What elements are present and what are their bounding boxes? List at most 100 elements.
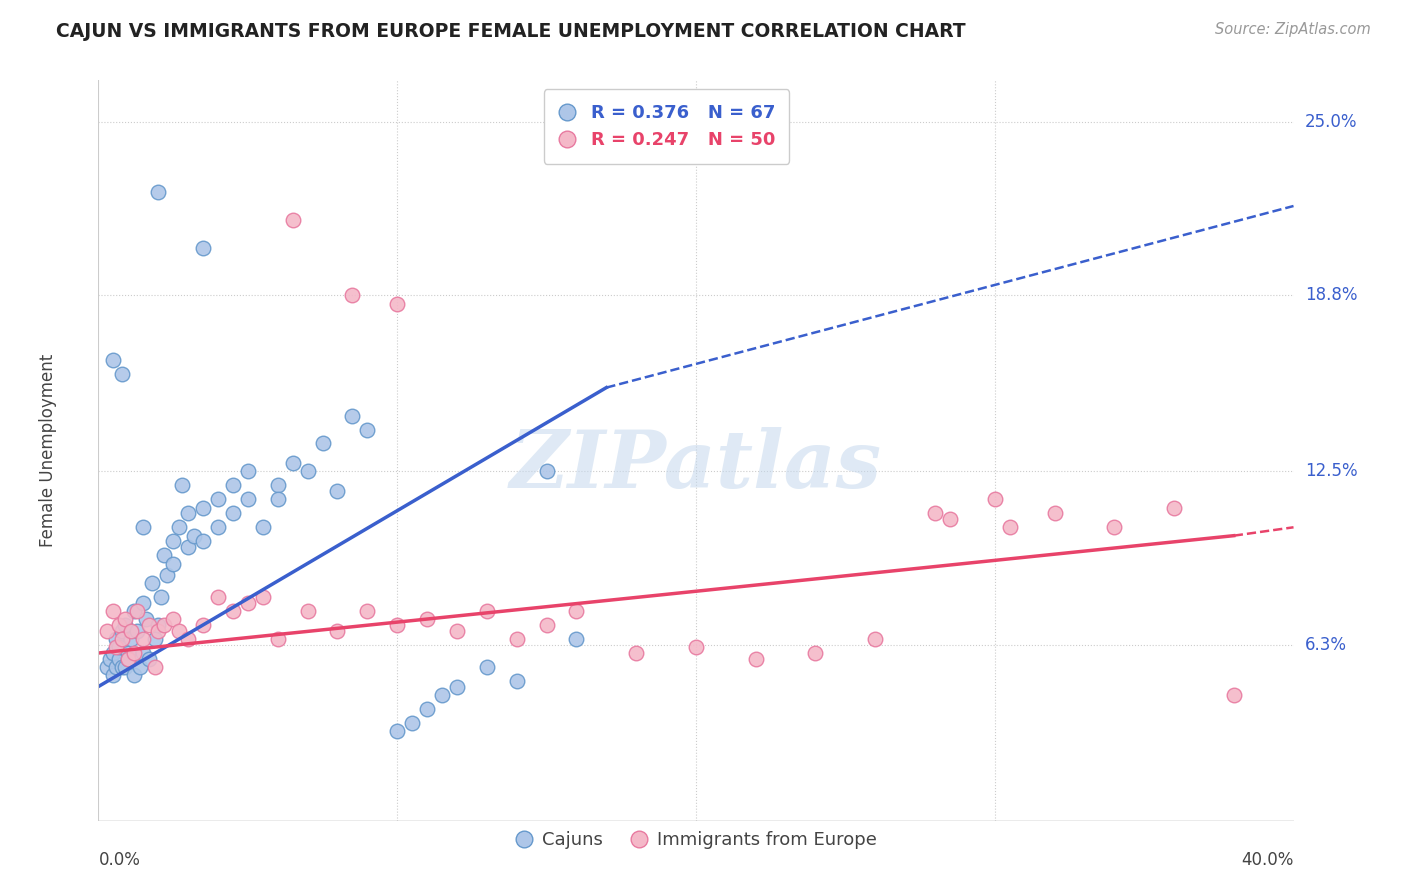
Point xyxy=(1043,506,1066,520)
Point xyxy=(342,288,364,302)
Point xyxy=(103,646,125,660)
Point xyxy=(96,660,118,674)
Point xyxy=(167,624,190,638)
Point xyxy=(120,624,142,638)
Point xyxy=(120,632,142,646)
Point xyxy=(177,540,200,554)
Point xyxy=(117,651,139,665)
Point xyxy=(96,624,118,638)
Text: 0.0%: 0.0% xyxy=(98,851,141,869)
Point xyxy=(153,618,176,632)
Point xyxy=(162,612,184,626)
Point xyxy=(385,724,409,739)
Point xyxy=(124,646,146,660)
Point xyxy=(124,604,146,618)
Point xyxy=(222,506,245,520)
Point xyxy=(129,660,152,674)
Point xyxy=(108,651,131,665)
Point xyxy=(162,534,184,549)
Point xyxy=(108,640,131,655)
Legend: Cajuns, Immigrants from Europe: Cajuns, Immigrants from Europe xyxy=(508,823,884,856)
Point xyxy=(207,492,229,507)
Point xyxy=(105,632,128,646)
Text: 18.8%: 18.8% xyxy=(1305,286,1357,304)
Point xyxy=(105,660,128,674)
Point xyxy=(177,632,200,646)
Point xyxy=(207,590,229,604)
Point xyxy=(111,660,134,674)
Point xyxy=(326,483,349,498)
Point xyxy=(117,651,139,665)
Text: Source: ZipAtlas.com: Source: ZipAtlas.com xyxy=(1215,22,1371,37)
Point xyxy=(984,492,1007,507)
Point xyxy=(191,241,214,255)
Point xyxy=(1223,688,1246,702)
Point xyxy=(401,715,423,730)
Text: 6.3%: 6.3% xyxy=(1305,636,1347,654)
Point xyxy=(127,604,149,618)
Point xyxy=(124,668,146,682)
Text: 25.0%: 25.0% xyxy=(1305,113,1357,131)
Point xyxy=(150,590,173,604)
Point xyxy=(385,297,409,311)
Point xyxy=(506,632,529,646)
Text: CAJUN VS IMMIGRANTS FROM EUROPE FEMALE UNEMPLOYMENT CORRELATION CHART: CAJUN VS IMMIGRANTS FROM EUROPE FEMALE U… xyxy=(56,22,966,41)
Point xyxy=(745,651,768,665)
Point xyxy=(141,576,163,591)
Point xyxy=(326,624,349,638)
Point xyxy=(132,520,155,534)
Point xyxy=(998,520,1021,534)
Point xyxy=(281,456,304,470)
Point xyxy=(114,660,136,674)
Point xyxy=(103,352,125,367)
Point xyxy=(191,500,214,515)
Point xyxy=(430,688,453,702)
Point xyxy=(416,702,439,716)
Point xyxy=(536,618,558,632)
Point xyxy=(111,632,134,646)
Point xyxy=(162,557,184,571)
Point xyxy=(297,464,319,478)
Point xyxy=(267,478,290,492)
Point xyxy=(103,668,125,682)
Point xyxy=(536,464,558,478)
Point xyxy=(156,567,179,582)
Point xyxy=(1104,520,1126,534)
Point xyxy=(385,618,409,632)
Point xyxy=(506,673,529,688)
Point xyxy=(191,618,214,632)
Point xyxy=(236,492,259,507)
Point xyxy=(143,632,166,646)
Point xyxy=(207,520,229,534)
Point xyxy=(626,646,648,660)
Point xyxy=(117,646,139,660)
Point xyxy=(356,604,378,618)
Point xyxy=(222,604,245,618)
Point xyxy=(127,624,149,638)
Point xyxy=(132,646,155,660)
Point xyxy=(135,612,157,626)
Point xyxy=(138,651,160,665)
Point xyxy=(177,506,200,520)
Point xyxy=(132,596,155,610)
Point xyxy=(103,604,125,618)
Point xyxy=(865,632,887,646)
Point xyxy=(148,185,170,199)
Point xyxy=(143,660,166,674)
Point xyxy=(108,618,131,632)
Point xyxy=(105,640,128,655)
Text: ZIPatlas: ZIPatlas xyxy=(510,426,882,504)
Point xyxy=(924,506,946,520)
Point xyxy=(114,612,136,626)
Point xyxy=(191,534,214,549)
Point xyxy=(111,624,134,638)
Point xyxy=(416,612,439,626)
Point xyxy=(1163,500,1185,515)
Point xyxy=(311,436,333,450)
Point xyxy=(685,640,707,655)
Point xyxy=(475,604,498,618)
Point xyxy=(342,409,364,423)
Point xyxy=(446,680,468,694)
Point xyxy=(252,590,274,604)
Point xyxy=(267,632,290,646)
